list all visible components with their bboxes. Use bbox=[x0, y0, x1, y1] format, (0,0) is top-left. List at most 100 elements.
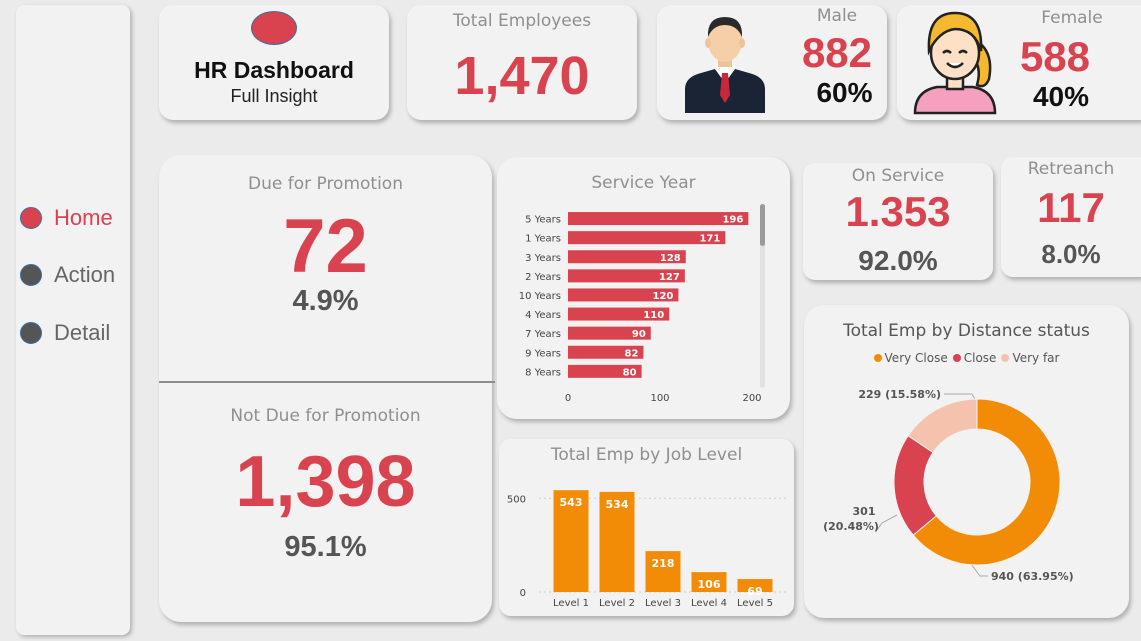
job-level-title: Total Emp by Job Level bbox=[550, 445, 743, 465]
service-year-value-3-years: 128 bbox=[660, 253, 681, 264]
donut-label-close-pct: (20.48%) bbox=[823, 520, 879, 533]
donut-label-close-value: 301 bbox=[853, 505, 876, 518]
job-level-ytick-0: 0 bbox=[520, 588, 526, 599]
distance-title: Total Emp by Distance status bbox=[843, 321, 1090, 341]
service-year-tick-9-years: 9 Years bbox=[525, 348, 561, 359]
male-avatar-icon bbox=[685, 17, 765, 113]
male-label: Male bbox=[816, 6, 858, 26]
female-label: Female bbox=[1041, 8, 1103, 28]
job-level-value-level-2: 534 bbox=[606, 498, 629, 511]
nav-home-label: Home bbox=[54, 205, 113, 230]
total-employees-card: Total Employees 1,470 bbox=[407, 5, 637, 120]
legend-close-label: Close bbox=[963, 351, 997, 365]
job-level-bar-level-3[interactable] bbox=[645, 551, 681, 592]
service-year-value-9-years: 82 bbox=[625, 348, 639, 359]
service-year-tick-2-years: 2 Years bbox=[525, 272, 561, 283]
not-due-promotion-value: 1,398 bbox=[235, 442, 416, 522]
service-year-bar-2-years[interactable] bbox=[568, 269, 685, 283]
service-year-tick-4-years: 4 Years bbox=[525, 310, 561, 321]
nav-action[interactable]: Action bbox=[20, 262, 115, 288]
job-level-value-level-5: 69 bbox=[747, 585, 762, 598]
service-year-value-7-years: 90 bbox=[632, 329, 646, 340]
job-level-bar-level-4[interactable] bbox=[691, 572, 727, 592]
service-year-tick-3-years: 3 Years bbox=[525, 253, 561, 264]
dashboard-title: HR Dashboard bbox=[194, 57, 354, 83]
service-year-bar-1-years[interactable] bbox=[568, 231, 726, 245]
nav-detail[interactable]: Detail bbox=[20, 320, 110, 346]
distance-legend: Very Close Close Very far bbox=[804, 351, 1129, 365]
job-level-tick-level-1: Level 1 bbox=[553, 598, 589, 609]
job-level-value-level-4: 106 bbox=[698, 578, 721, 591]
service-year-bar-9-years[interactable] bbox=[568, 345, 644, 359]
job-level-bar-level-5[interactable] bbox=[737, 579, 773, 592]
legend-very-far-dot-icon bbox=[1001, 354, 1010, 362]
service-year-bar-4-years[interactable] bbox=[568, 307, 670, 321]
legend-very-close-dot-icon bbox=[873, 354, 882, 362]
service-year-xtick-200: 200 bbox=[742, 393, 761, 404]
job-level-value-level-1: 543 bbox=[560, 496, 583, 509]
service-year-bar-7-years[interactable] bbox=[568, 326, 651, 340]
legend-very-close-label: Very Close bbox=[884, 351, 948, 365]
male-value: 882 bbox=[801, 29, 873, 76]
job-level-chart: 0 500 543 Level 1 534 Level 2 218 Level 3 106 Lev… bbox=[507, 490, 789, 609]
retreanch-pct: 8.0% bbox=[1041, 239, 1101, 269]
service-year-tick-10-years: 10 Years bbox=[519, 291, 561, 302]
donut-slice-very-far[interactable] bbox=[907, 398, 978, 454]
legend-item-close[interactable]: Close bbox=[952, 351, 997, 365]
retreanch-card: Retreanch 117 8.0% bbox=[1001, 157, 1141, 277]
job-level-tick-level-4: Level 4 bbox=[691, 598, 727, 609]
service-year-value-10-years: 120 bbox=[653, 291, 674, 302]
logo-dot-icon bbox=[251, 11, 297, 45]
service-year-scrollbar-track[interactable] bbox=[760, 204, 765, 388]
legend-item-very-close[interactable]: Very Close bbox=[873, 351, 948, 365]
job-level-tick-level-2: Level 2 bbox=[599, 598, 635, 609]
job-level-bar-level-2[interactable] bbox=[599, 491, 635, 592]
distance-donut-chart: 229 (15.58%) 301 (20.48%) 940 (63.95%) bbox=[823, 388, 1074, 583]
service-year-value-2-years: 127 bbox=[659, 272, 680, 283]
on-service-label: On Service bbox=[851, 166, 945, 186]
service-year-card: Service Year 5 Years 196 1 Years 171 3 Years… bbox=[497, 157, 790, 419]
promotion-divider bbox=[159, 381, 495, 383]
sidebar: Home Action Detail bbox=[16, 5, 130, 635]
female-pct: 40% bbox=[1032, 81, 1090, 112]
service-year-bar-3-years[interactable] bbox=[568, 250, 686, 264]
service-year-tick-1-years: 1 Years bbox=[525, 234, 561, 245]
male-pct: 60% bbox=[816, 77, 873, 108]
retreanch-value: 117 bbox=[1037, 184, 1105, 231]
female-value: 588 bbox=[1019, 33, 1091, 80]
service-year-bar-5-years[interactable] bbox=[568, 212, 749, 226]
due-promotion-pct: 4.9% bbox=[292, 285, 359, 317]
service-year-chart: 5 Years 196 1 Years 171 3 Years 128 2 Years 127… bbox=[519, 204, 765, 404]
job-level-bar-level-1[interactable] bbox=[553, 490, 589, 592]
donut-label-very-far: 229 (15.58%) bbox=[858, 388, 941, 401]
service-year-value-8-years: 80 bbox=[623, 367, 637, 378]
service-year-value-4-years: 110 bbox=[643, 310, 664, 321]
service-year-xtick-0: 0 bbox=[565, 393, 571, 404]
nav-home[interactable]: Home bbox=[20, 205, 113, 231]
service-year-title: Service Year bbox=[591, 173, 696, 193]
job-level-card: Total Emp by Job Level 0 500 543 Level 1 534… bbox=[499, 439, 794, 616]
female-avatar-icon bbox=[913, 11, 997, 115]
service-year-bar-8-years[interactable] bbox=[568, 364, 642, 378]
legend-very-far-label: Very far bbox=[1012, 351, 1060, 365]
on-service-card: On Service 1.353 92.0% bbox=[803, 163, 993, 280]
donut-slice-very-close[interactable] bbox=[912, 398, 1061, 566]
service-year-value-5-years: 196 bbox=[722, 215, 743, 226]
nav-action-label: Action bbox=[54, 262, 116, 287]
label-line-very-close bbox=[968, 560, 988, 577]
male-card: Male 882 60% bbox=[657, 5, 887, 120]
job-level-tick-level-5: Level 5 bbox=[737, 598, 773, 609]
on-service-value: 1.353 bbox=[845, 188, 951, 235]
on-service-pct: 92.0% bbox=[858, 245, 938, 276]
nav-action-dot-icon bbox=[20, 264, 42, 286]
total-employees-value: 1,470 bbox=[454, 46, 590, 106]
service-year-tick-7-years: 7 Years bbox=[525, 329, 561, 340]
service-year-scrollbar-thumb[interactable] bbox=[760, 204, 765, 246]
promotion-card: Due for Promotion 72 4.9% Not Due for Pr… bbox=[159, 155, 495, 622]
job-level-ytick-500: 500 bbox=[507, 494, 526, 505]
female-card: Female 588 40% bbox=[897, 5, 1141, 120]
legend-item-very-far[interactable]: Very far bbox=[1001, 351, 1059, 365]
service-year-bar-10-years[interactable] bbox=[568, 288, 679, 302]
nav-detail-label: Detail bbox=[54, 320, 111, 345]
service-year-xtick-100: 100 bbox=[650, 393, 669, 404]
